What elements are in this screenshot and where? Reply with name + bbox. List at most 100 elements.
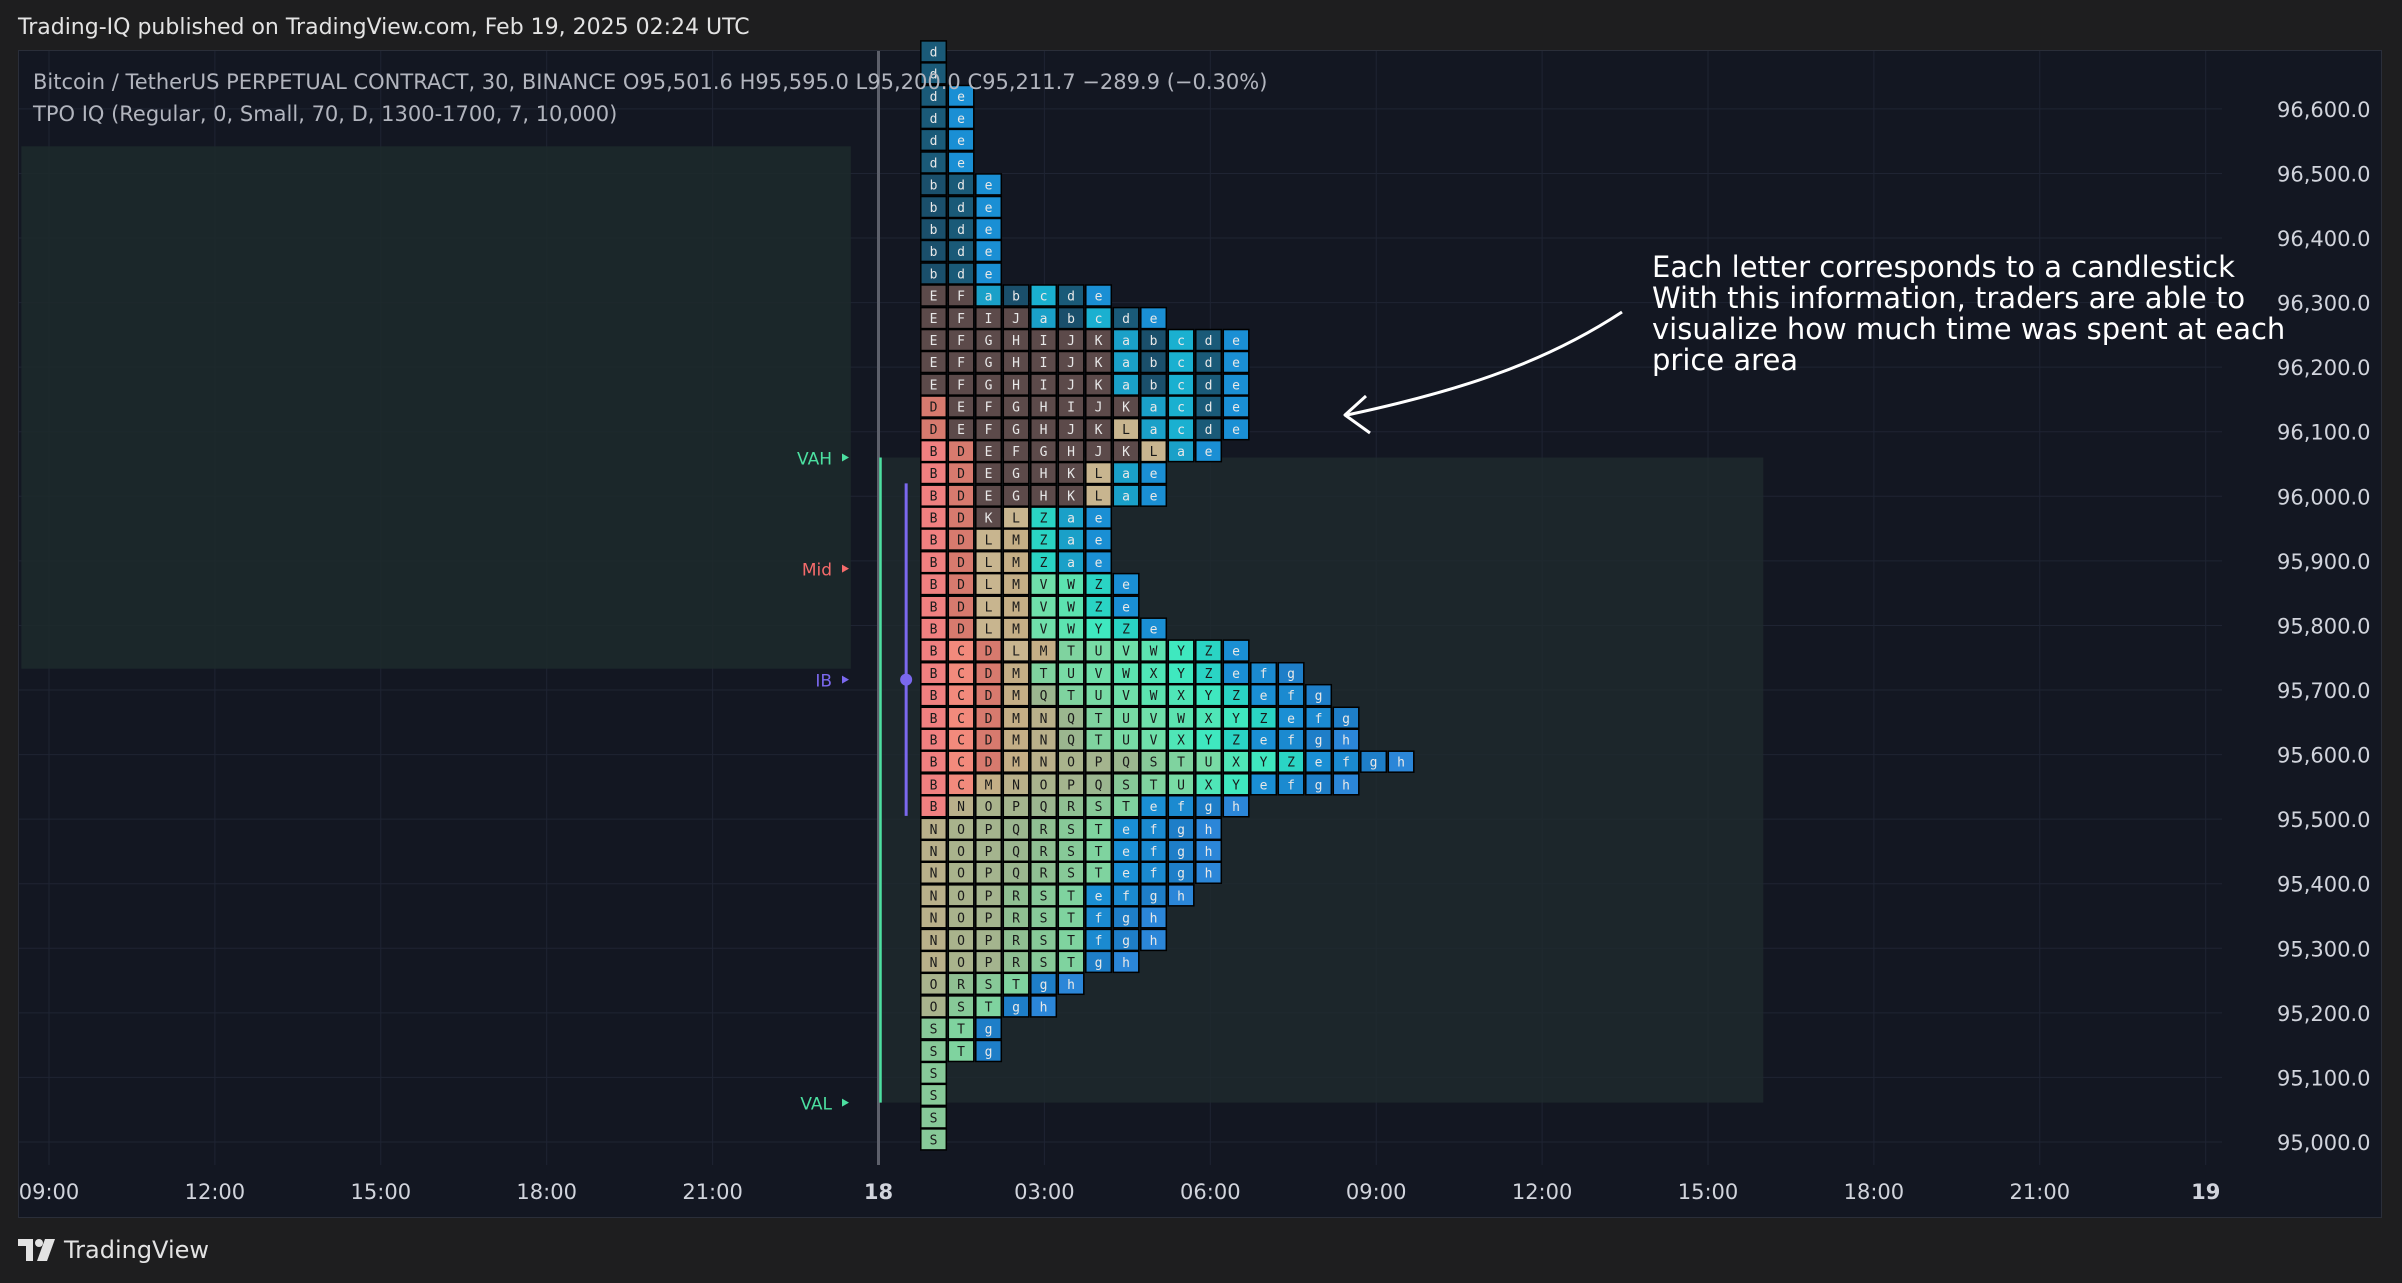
- tpo-cell: [1112, 706, 1140, 730]
- tpo-letter: D: [957, 467, 965, 482]
- tpo-cell: [1140, 617, 1168, 640]
- tpo-cell: [1140, 683, 1168, 707]
- tpo-letter: L: [1012, 512, 1020, 527]
- tpo-letter: Z: [1122, 623, 1130, 638]
- tradingview-brand[interactable]: TradingView: [18, 1236, 209, 1264]
- tpo-cell: [1057, 661, 1085, 685]
- x-tick-label: 15:00: [351, 1180, 412, 1204]
- tpo-cell: [1057, 439, 1085, 463]
- tpo-cell: [920, 861, 948, 884]
- tpo-cell: [1085, 461, 1113, 485]
- tpo-cell: [947, 995, 975, 1018]
- tpo-cell: [920, 306, 948, 330]
- tpo-letter: g: [1122, 911, 1130, 926]
- tpo-letter: g: [1315, 689, 1323, 704]
- annotation-line: price area: [1652, 343, 1799, 377]
- tpo-cell: [1057, 884, 1085, 907]
- tpo-letter: d: [1067, 289, 1075, 304]
- tpo-letter: J: [1095, 401, 1103, 416]
- tpo-letter: h: [1067, 978, 1075, 993]
- tpo-cell: [920, 195, 948, 219]
- tpo-cell: [975, 572, 1003, 596]
- tpo-letter: e: [1122, 845, 1130, 860]
- tpo-cell: [1030, 661, 1058, 685]
- tpo-letter: D: [985, 689, 993, 704]
- tpo-letter: S: [1067, 823, 1075, 838]
- tpo-cell: [1277, 683, 1305, 707]
- tpo-letter: d: [930, 134, 938, 149]
- tpo-cell: [947, 239, 975, 263]
- tpo-letter: e: [957, 90, 965, 105]
- tpo-cell: [1057, 972, 1085, 996]
- symbol-legend[interactable]: Bitcoin / TetherUS PERPETUAL CONTRACT, 3…: [33, 70, 1268, 94]
- tpo-letter: e: [957, 156, 965, 171]
- tpo-letter: L: [1122, 423, 1130, 438]
- tpo-letter: g: [1315, 734, 1323, 749]
- tpo-cell: [1167, 439, 1195, 463]
- tpo-cell: [1195, 773, 1223, 796]
- tpo-cell: [1250, 706, 1278, 730]
- tpo-cell: [1195, 395, 1223, 418]
- tpo-cell: [1030, 683, 1058, 707]
- tpo-cell: [1305, 683, 1333, 707]
- tpo-cell: [1195, 728, 1223, 751]
- tpo-letter: B: [930, 556, 938, 571]
- tpo-cell: [975, 262, 1003, 285]
- tpo-letter: d: [1205, 334, 1213, 349]
- tpo-letter: O: [957, 911, 965, 926]
- tpo-letter: M: [1012, 712, 1020, 727]
- tpo-letter: N: [957, 800, 965, 815]
- y-tick-label: 95,800.0: [2277, 614, 2371, 638]
- tpo-cell: [1002, 328, 1030, 352]
- tpo-letter: R: [957, 978, 965, 993]
- tpo-letter: O: [930, 978, 938, 993]
- tpo-letter: E: [930, 356, 938, 371]
- tpo-letter: T: [1177, 756, 1185, 771]
- tpo-letter: Q: [1040, 689, 1048, 704]
- tpo-cell: [920, 217, 948, 241]
- tpo-cell: [947, 1039, 975, 1063]
- tpo-cell: [1222, 794, 1250, 818]
- tpo-cell: [1030, 617, 1058, 640]
- tpo-cell: [947, 528, 975, 551]
- tpo-cell: [975, 1017, 1003, 1040]
- tpo-cell: [1195, 439, 1223, 463]
- brand-text: TradingView: [64, 1236, 210, 1264]
- x-tick-label: 09:00: [1346, 1180, 1407, 1204]
- tpo-cell: [1030, 373, 1058, 396]
- tpo-letter: O: [957, 867, 965, 882]
- tpo-letter: e: [1232, 334, 1240, 349]
- tpo-letter: h: [1205, 845, 1213, 860]
- tpo-letter: d: [957, 201, 965, 216]
- tpo-cell: [1030, 839, 1058, 863]
- tpo-cell: [920, 1128, 948, 1151]
- tpo-letter: V: [1122, 645, 1130, 660]
- tpo-cell: [1085, 794, 1113, 818]
- tpo-cell: [1002, 995, 1030, 1018]
- tpo-letter: W: [1067, 578, 1075, 593]
- indicator-legend[interactable]: TPO IQ (Regular, 0, Small, 70, D, 1300-1…: [33, 102, 618, 126]
- tpo-letter: J: [1095, 445, 1103, 460]
- tpo-letter: a: [1067, 534, 1075, 549]
- tpo-letter: g: [1177, 823, 1185, 838]
- tpo-cell: [920, 550, 948, 574]
- tpo-letter: g: [1342, 712, 1350, 727]
- tpo-cell: [947, 173, 975, 196]
- tpo-letter: g: [1287, 667, 1295, 682]
- tpo-letter: I: [1067, 401, 1075, 416]
- tpo-cell: [1167, 750, 1195, 773]
- tpo-letter: L: [985, 556, 993, 571]
- tpo-letter: D: [957, 578, 965, 593]
- tpo-cell: [1085, 306, 1113, 330]
- tpo-letter: Y: [1232, 712, 1240, 727]
- tpo-cell: [975, 928, 1003, 952]
- tpo-cell: [920, 928, 948, 952]
- tpo-cell: [1112, 773, 1140, 796]
- tpo-cell: [1222, 639, 1250, 662]
- tpo-letter: K: [1067, 467, 1075, 482]
- tpo-cell: [1167, 350, 1195, 374]
- tpo-cell: [1167, 395, 1195, 418]
- tpo-letter: V: [1150, 734, 1158, 749]
- y-tick-label: 95,300.0: [2277, 937, 2371, 961]
- tpo-cell: [920, 706, 948, 730]
